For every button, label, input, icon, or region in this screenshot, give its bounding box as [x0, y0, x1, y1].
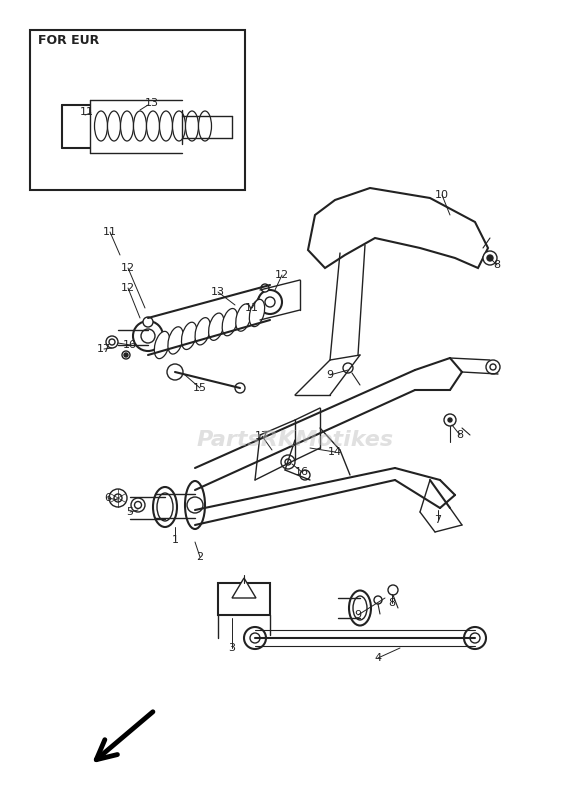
Ellipse shape [95, 111, 107, 141]
Polygon shape [308, 188, 488, 268]
Text: 17: 17 [97, 344, 111, 354]
Circle shape [470, 633, 480, 643]
Circle shape [109, 339, 115, 345]
Ellipse shape [195, 318, 211, 345]
Text: 12: 12 [121, 283, 135, 293]
Ellipse shape [143, 317, 153, 327]
Text: 9: 9 [327, 370, 333, 380]
Text: 13: 13 [211, 287, 225, 297]
Ellipse shape [168, 326, 183, 354]
Bar [30, 30, 245, 190]
Circle shape [235, 383, 245, 393]
Circle shape [343, 363, 353, 373]
Circle shape [300, 470, 310, 480]
Text: 7: 7 [434, 515, 441, 525]
Text: 5: 5 [126, 507, 133, 517]
Circle shape [490, 364, 496, 370]
Ellipse shape [249, 299, 264, 326]
Circle shape [244, 627, 266, 649]
Circle shape [109, 489, 127, 507]
Circle shape [374, 596, 382, 604]
Text: 12: 12 [275, 270, 289, 280]
Text: 9: 9 [354, 610, 361, 620]
Circle shape [464, 627, 486, 649]
Circle shape [141, 329, 155, 343]
Circle shape [281, 455, 295, 469]
Text: 3: 3 [229, 643, 235, 653]
Circle shape [124, 353, 128, 357]
Ellipse shape [209, 313, 224, 340]
Text: 15: 15 [193, 383, 207, 393]
Text: 17: 17 [255, 431, 269, 441]
Circle shape [486, 360, 500, 374]
Ellipse shape [154, 331, 170, 358]
Text: 11: 11 [103, 227, 117, 237]
Ellipse shape [198, 111, 212, 141]
Circle shape [133, 321, 163, 351]
Ellipse shape [107, 111, 121, 141]
Circle shape [285, 459, 291, 465]
Circle shape [114, 494, 122, 502]
Text: 6: 6 [104, 493, 111, 503]
Ellipse shape [235, 304, 251, 331]
Text: 12: 12 [121, 263, 135, 273]
Ellipse shape [186, 111, 198, 141]
Ellipse shape [182, 322, 197, 350]
Ellipse shape [172, 111, 186, 141]
Bar [218, 583, 270, 615]
Circle shape [258, 290, 282, 314]
Ellipse shape [135, 502, 142, 509]
Polygon shape [232, 578, 256, 598]
Ellipse shape [353, 596, 367, 620]
Ellipse shape [157, 493, 173, 521]
Text: 11: 11 [80, 107, 94, 117]
Circle shape [483, 251, 497, 265]
Text: 13: 13 [145, 98, 159, 108]
Text: 8: 8 [456, 430, 463, 440]
Text: 14: 14 [328, 447, 342, 457]
Ellipse shape [349, 590, 371, 626]
Ellipse shape [160, 111, 172, 141]
Text: 11: 11 [245, 303, 259, 313]
Text: 2: 2 [197, 552, 204, 562]
Circle shape [167, 364, 183, 380]
Text: FOR EUR: FOR EUR [38, 34, 99, 47]
Circle shape [265, 297, 275, 307]
Text: PartsRKMotikes: PartsRKMotikes [197, 430, 394, 450]
Text: 10: 10 [435, 190, 449, 200]
Circle shape [106, 336, 118, 348]
Ellipse shape [131, 498, 145, 512]
Ellipse shape [153, 487, 177, 527]
Circle shape [187, 497, 203, 513]
Circle shape [388, 585, 398, 595]
Ellipse shape [133, 111, 147, 141]
Text: 8: 8 [494, 260, 501, 270]
Ellipse shape [121, 111, 133, 141]
Circle shape [122, 351, 130, 359]
Text: 8: 8 [389, 598, 396, 608]
Circle shape [444, 414, 456, 426]
Text: 16: 16 [123, 340, 137, 350]
Ellipse shape [222, 309, 238, 336]
Ellipse shape [147, 111, 160, 141]
Text: 16: 16 [295, 467, 309, 477]
Ellipse shape [261, 284, 269, 292]
Ellipse shape [185, 481, 205, 529]
Text: 1: 1 [172, 535, 179, 545]
Circle shape [250, 633, 260, 643]
Circle shape [448, 418, 452, 422]
Circle shape [487, 255, 493, 261]
Text: 4: 4 [375, 653, 382, 663]
